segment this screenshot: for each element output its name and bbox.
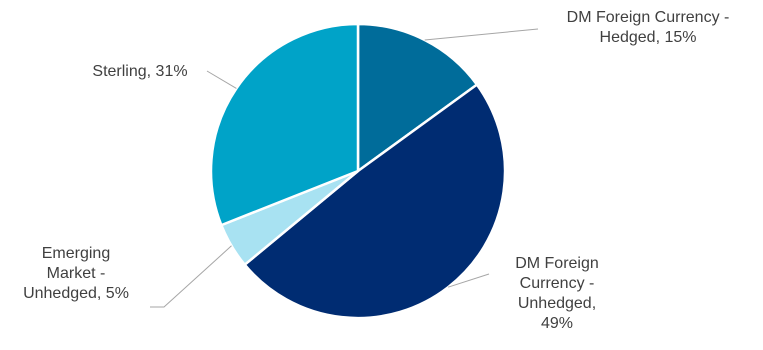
slice-label-dm-hedged: DM Foreign Currency - Hedged, 15% <box>548 8 748 48</box>
pie-slice-sterling <box>209 22 360 227</box>
slice-label-emerging-market-line-2: Market - <box>46 265 106 282</box>
slice-label-emerging-market: Emerging Market - Unhedged, 5% <box>8 244 144 304</box>
slice-label-sterling: Sterling, 31% <box>74 62 206 82</box>
leader-line-dm-unhedged <box>447 273 490 288</box>
slice-label-emerging-market-line-1: Emerging <box>41 245 111 262</box>
slice-label-dm-unhedged-line-4: 49% <box>540 315 574 332</box>
leader-line-emerging-market <box>150 245 232 308</box>
slice-label-dm-unhedged-line-2: Currency - <box>519 275 595 292</box>
slice-label-dm-hedged-line-1: DM Foreign Currency - <box>566 9 730 26</box>
slice-label-emerging-market-line-3: Unhedged, 5% <box>23 285 129 302</box>
slice-label-dm-unhedged-line-3: Unhedged, <box>517 295 597 312</box>
slice-label-sterling-line-1: Sterling, 31% <box>92 63 188 80</box>
pie-slice-dm-unhedged <box>243 83 507 320</box>
slice-label-dm-unhedged-line-1: DM Foreign <box>515 255 599 272</box>
leader-line-sterling <box>206 70 237 89</box>
slice-label-dm-hedged-line-2: Hedged, 15% <box>599 29 697 46</box>
slice-label-dm-unhedged: DM Foreign Currency - Unhedged, 49% <box>495 254 619 334</box>
leader-line-dm-hedged <box>424 28 539 41</box>
